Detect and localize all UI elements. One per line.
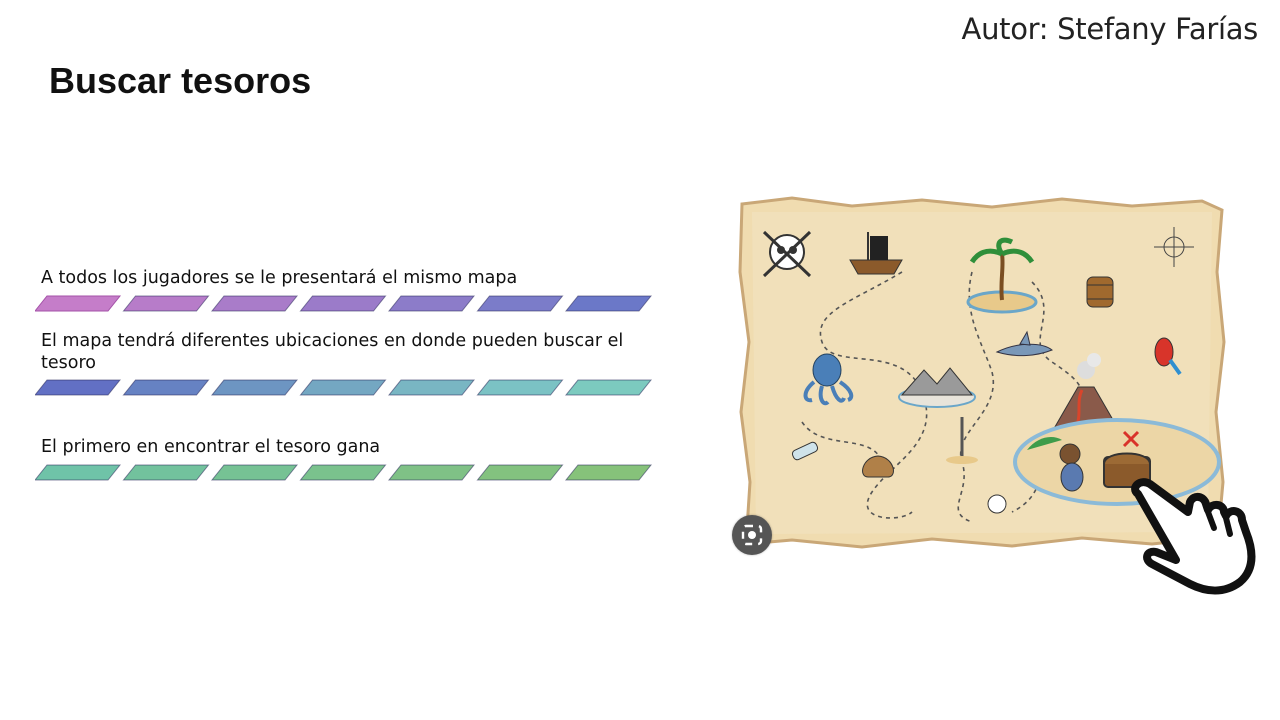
parrot-icon	[1154, 337, 1182, 376]
decor-strip-1	[35, 295, 653, 312]
strip-2-segment-2	[122, 379, 210, 396]
strip-1-segment-5	[387, 295, 476, 312]
strip-3-segment-6	[476, 464, 564, 481]
strip-1-segment-7	[564, 295, 653, 312]
sword-icon	[946, 417, 978, 464]
strip-1-segment-6	[476, 295, 564, 312]
x-mark-icon	[1122, 430, 1140, 448]
strip-2-segment-4	[299, 379, 387, 396]
bag-icon	[862, 455, 894, 478]
compass-icon	[1154, 227, 1194, 267]
pirate-ship-icon	[849, 232, 903, 275]
strip-2-segment-1	[35, 379, 122, 396]
decor-strip-2	[35, 379, 653, 396]
bottle-icon	[791, 441, 819, 461]
strip-3-segment-3	[210, 464, 299, 481]
strip-2-segment-5	[387, 379, 476, 396]
shark-icon	[995, 330, 1053, 357]
strip-1-segment-2	[122, 295, 210, 312]
octopus-icon	[803, 353, 854, 406]
strip-3-segment-7	[564, 464, 653, 481]
author-label: Autor: Stefany Farías	[961, 12, 1259, 46]
strip-3-segment-1	[35, 464, 122, 481]
strip-3-segment-2	[122, 464, 210, 481]
decor-strip-3	[35, 464, 653, 481]
palm-island-icon	[966, 237, 1038, 314]
strip-2-segment-6	[476, 379, 564, 396]
strip-1-segment-3	[210, 295, 299, 312]
lens-search-icon[interactable]	[732, 515, 772, 555]
bullet-1-text: A todos los jugadores se le presentará e…	[41, 268, 518, 288]
barrel-icon	[1086, 276, 1114, 308]
monkey-icon	[1059, 443, 1084, 492]
bullet-3-text: El primero en encontrar el tesoro gana	[41, 437, 381, 457]
treasure-map-image	[732, 192, 1232, 562]
strip-1-segment-4	[299, 295, 387, 312]
pointing-hand-icon	[1131, 478, 1256, 595]
bullet-2-text: El mapa tendrá diferentes ubicaciones en…	[41, 331, 624, 373]
strip-2-segment-7	[564, 379, 653, 396]
small-skull-icon	[987, 494, 1007, 514]
strip-1-segment-1	[35, 295, 122, 312]
mountain-icon	[898, 367, 976, 408]
strip-2-segment-3	[210, 379, 299, 396]
strip-3-segment-5	[387, 464, 476, 481]
slide-title: Buscar tesoros	[49, 60, 312, 101]
strip-3-segment-4	[299, 464, 387, 481]
skull-icon	[762, 230, 812, 278]
